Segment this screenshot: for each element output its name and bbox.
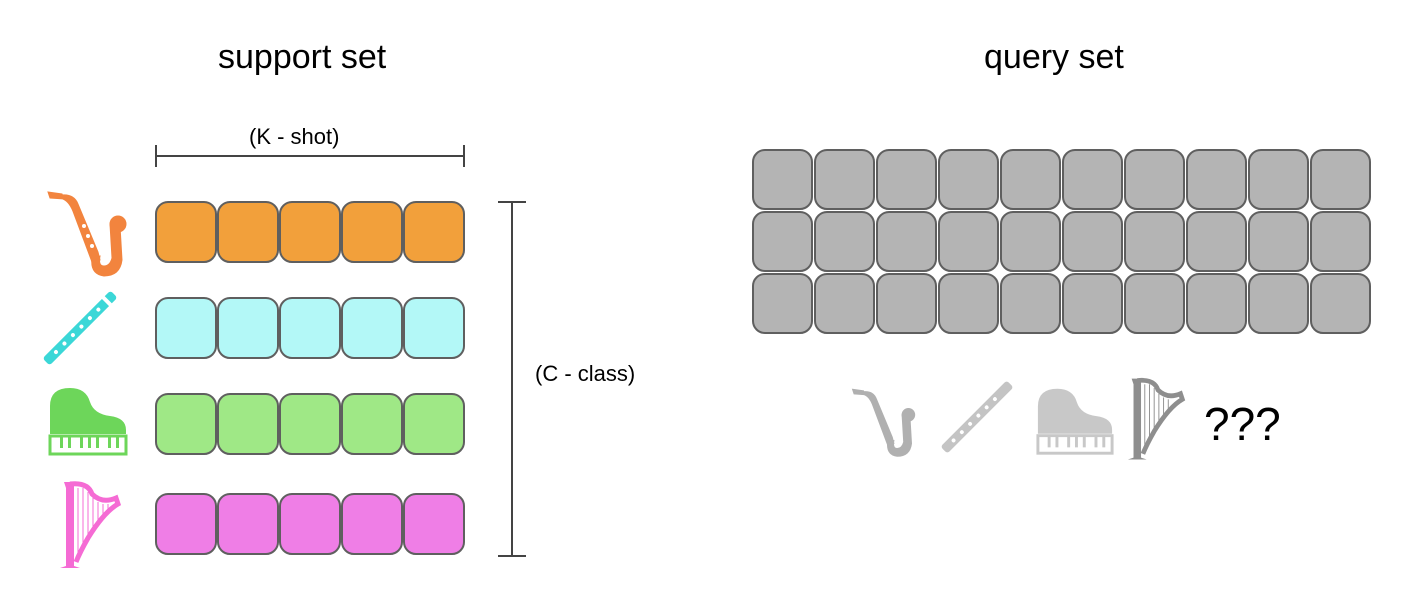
support-cell: [217, 201, 279, 263]
support-cell: [279, 393, 341, 455]
k-shot-label: (K - shot): [249, 124, 340, 149]
query-cell: [1310, 149, 1371, 210]
support-set-title: support set: [218, 38, 387, 76]
query-cell: [1000, 211, 1061, 272]
query-cell: [1000, 273, 1061, 334]
query-cell: [1124, 211, 1185, 272]
query-cell: [1062, 211, 1123, 272]
support-cell: [155, 393, 217, 455]
harp-icon: [60, 481, 122, 568]
query-cell: [1124, 273, 1185, 334]
support-cell: [341, 493, 403, 555]
query-set-title: query set: [984, 38, 1124, 76]
c-class-label: (C - class): [535, 361, 636, 386]
query-cell: [1062, 149, 1123, 210]
query-cell: [752, 149, 813, 210]
support-cell: [155, 493, 217, 555]
support-cell: [155, 297, 217, 359]
support-cell: [403, 393, 465, 455]
query-cell: [1186, 211, 1247, 272]
query-cell: [1248, 149, 1309, 210]
query-cell: [814, 211, 875, 272]
query-cell: [1124, 149, 1185, 210]
piano-icon: [48, 388, 128, 456]
support-cell: [279, 201, 341, 263]
support-cell: [403, 493, 465, 555]
query-cell: [1186, 149, 1247, 210]
query-cell: [876, 211, 937, 272]
query-harp-icon: [1127, 377, 1186, 460]
support-cell: [403, 201, 465, 263]
support-cell: [279, 297, 341, 359]
query-saxophone-icon: [851, 388, 916, 457]
support-cell: [217, 493, 279, 555]
query-cell: [1000, 149, 1061, 210]
support-cell: [155, 201, 217, 263]
flute-icon: [43, 291, 117, 365]
support-cell: [217, 393, 279, 455]
query-cell: [938, 211, 999, 272]
query-cell: [1248, 211, 1309, 272]
query-cell: [876, 149, 937, 210]
query-cell: [814, 149, 875, 210]
query-cell: [1248, 273, 1309, 334]
support-cell: [403, 297, 465, 359]
unknown-label: ???: [1204, 398, 1281, 450]
query-cell: [1062, 273, 1123, 334]
k-shot-bracket: [155, 145, 465, 167]
query-cell: [752, 273, 813, 334]
query-cell: [938, 273, 999, 334]
query-piano-icon: [1036, 388, 1114, 455]
query-cell: [1310, 211, 1371, 272]
support-cell: [279, 493, 341, 555]
support-cell: [217, 297, 279, 359]
query-cell: [1310, 273, 1371, 334]
support-cell: [341, 393, 403, 455]
query-cell: [1186, 273, 1247, 334]
support-cell: [341, 201, 403, 263]
query-flute-icon: [941, 381, 1013, 453]
saxophone-icon: [47, 191, 127, 277]
support-cell: [341, 297, 403, 359]
query-cell: [876, 273, 937, 334]
query-cell: [814, 273, 875, 334]
query-cell: [752, 211, 813, 272]
query-cell: [938, 149, 999, 210]
c-class-bracket: [498, 201, 526, 557]
